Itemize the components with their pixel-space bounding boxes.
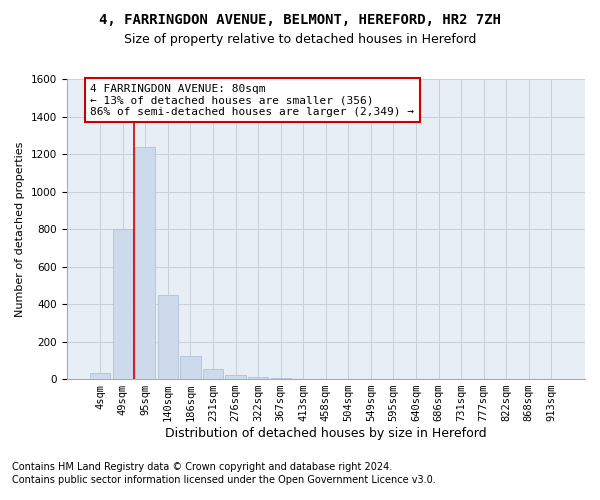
Text: Size of property relative to detached houses in Hereford: Size of property relative to detached ho… xyxy=(124,32,476,46)
Bar xyxy=(158,294,178,379)
Bar xyxy=(181,356,200,379)
Text: 4, FARRINGDON AVENUE, BELMONT, HEREFORD, HR2 7ZH: 4, FARRINGDON AVENUE, BELMONT, HEREFORD,… xyxy=(99,12,501,26)
Bar xyxy=(271,378,291,379)
Y-axis label: Number of detached properties: Number of detached properties xyxy=(15,142,25,316)
X-axis label: Distribution of detached houses by size in Hereford: Distribution of detached houses by size … xyxy=(165,427,487,440)
Bar xyxy=(226,376,246,379)
Bar xyxy=(203,369,223,379)
Bar xyxy=(113,229,133,379)
Text: 4 FARRINGDON AVENUE: 80sqm
← 13% of detached houses are smaller (356)
86% of sem: 4 FARRINGDON AVENUE: 80sqm ← 13% of deta… xyxy=(90,84,414,117)
Bar xyxy=(135,146,155,379)
Text: Contains public sector information licensed under the Open Government Licence v3: Contains public sector information licen… xyxy=(12,475,436,485)
Bar xyxy=(248,377,268,379)
Text: Contains HM Land Registry data © Crown copyright and database right 2024.: Contains HM Land Registry data © Crown c… xyxy=(12,462,392,472)
Bar xyxy=(90,374,110,379)
